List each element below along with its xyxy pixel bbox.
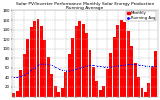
Bar [106,69,109,96]
Bar [57,92,60,96]
Bar [120,20,123,96]
Bar [50,74,53,96]
Bar [82,24,84,96]
Legend: Monthly, Running Avg: Monthly, Running Avg [126,11,156,21]
Bar [102,86,105,96]
Bar [127,31,130,96]
Bar [44,40,46,96]
Bar [109,52,112,96]
Bar [96,81,98,96]
Bar [33,21,36,96]
Bar [64,72,67,96]
Bar [16,91,19,96]
Bar [78,21,81,96]
Title: Solar PV/Inverter Performance Monthly Solar Energy Production Running Average: Solar PV/Inverter Performance Monthly So… [16,2,154,10]
Bar [47,57,50,96]
Bar [92,67,95,96]
Bar [40,26,43,96]
Bar [71,38,74,96]
Bar [144,92,147,96]
Bar [134,63,136,96]
Bar [130,46,133,96]
Bar [154,51,157,96]
Bar [85,33,88,96]
Bar [30,27,32,96]
Bar [12,93,15,96]
Bar [140,88,144,96]
Bar [123,22,126,96]
Bar [26,39,29,96]
Bar [68,55,71,96]
Bar [147,83,150,96]
Bar [75,26,78,96]
Bar [36,19,40,96]
Bar [23,54,26,96]
Bar [54,86,57,96]
Bar [61,88,64,96]
Bar [88,50,92,96]
Bar [151,67,154,96]
Bar [113,37,116,96]
Bar [99,90,102,96]
Bar [137,77,140,96]
Bar [116,25,119,96]
Bar [19,70,22,96]
